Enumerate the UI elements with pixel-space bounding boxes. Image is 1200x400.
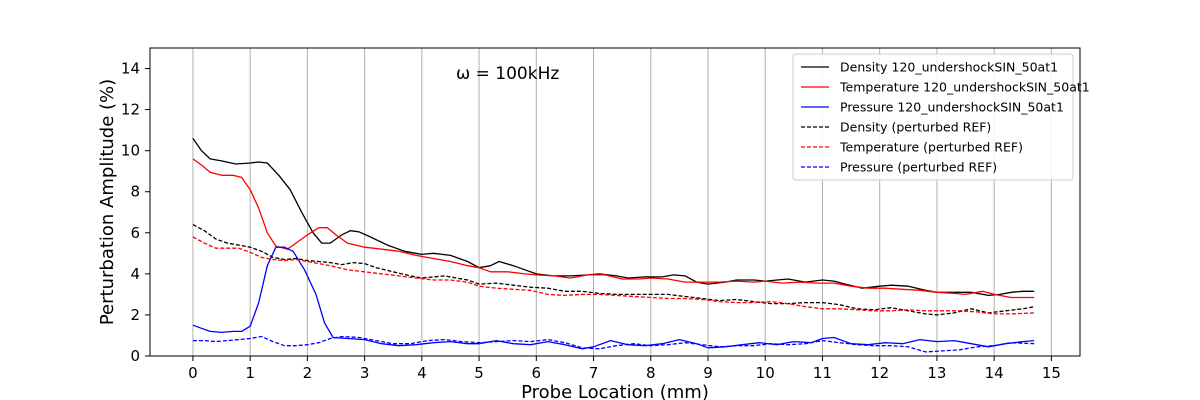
x-tick-label: 15 [1042,364,1061,382]
x-tick-label: 12 [870,364,889,382]
x-axis-label: Probe Location (mm) [521,382,709,400]
x-tick-label: 4 [417,364,427,382]
x-tick-label: 6 [532,364,542,382]
x-axis-ticks: 0 1 2 3 4 5 6 7 8 9 10 11 12 13 14 15 [188,356,1061,382]
series-line-5 [192,236,1035,315]
x-tick-label: 1 [245,364,255,382]
x-tick-label: 3 [360,364,370,382]
y-tick-label: 8 [130,183,140,201]
legend-box [792,53,1074,181]
legend: Density 120_undershockSIN_50at1 Temperatu… [792,53,1090,181]
y-axis-ticks: 0 2 4 6 8 10 12 14 [121,60,150,365]
x-tick-label: 2 [303,364,313,382]
legend-entry-label: Temperature (perturbed REF) [839,140,1023,155]
legend-entry-label: Density 120_undershockSIN_50at1 [840,60,1058,75]
x-tick-label: 7 [589,364,599,382]
y-tick-label: 14 [121,60,140,78]
y-tick-label: 2 [130,306,140,324]
x-tick-label: 11 [813,364,832,382]
y-tick-label: 6 [130,224,140,242]
x-tick-label: 8 [646,364,656,382]
legend-entry-label: Density (perturbed REF) [840,120,991,135]
x-tick-label: 10 [756,364,775,382]
series-lines [192,137,1035,353]
y-tick-label: 0 [130,347,140,365]
legend-entry-label: Temperature 120_undershockSIN_50at1 [839,80,1090,95]
x-tick-label: 9 [703,364,713,382]
x-tick-label: 14 [985,364,1004,382]
series-line-4 [192,224,1035,316]
legend-entry-label: Pressure 120_undershockSIN_50at1 [840,100,1064,115]
y-tick-label: 10 [121,142,140,160]
y-tick-label: 4 [130,265,140,283]
series-line-1 [192,137,1035,297]
y-tick-label: 12 [121,101,140,119]
x-tick-label: 13 [927,364,946,382]
series-line-2 [192,158,1035,299]
x-tick-label: 5 [474,364,484,382]
frequency-annotation: ω = 100kHz [456,64,559,84]
x-tick-label: 0 [188,364,198,382]
series-line-6 [192,335,1035,353]
legend-entry-label: Pressure (perturbed REF) [840,160,997,175]
series-line-3 [192,246,1035,350]
y-axis-label: Perturbation Amplitude (%) [97,79,118,325]
plot-area-frame [149,47,1081,357]
